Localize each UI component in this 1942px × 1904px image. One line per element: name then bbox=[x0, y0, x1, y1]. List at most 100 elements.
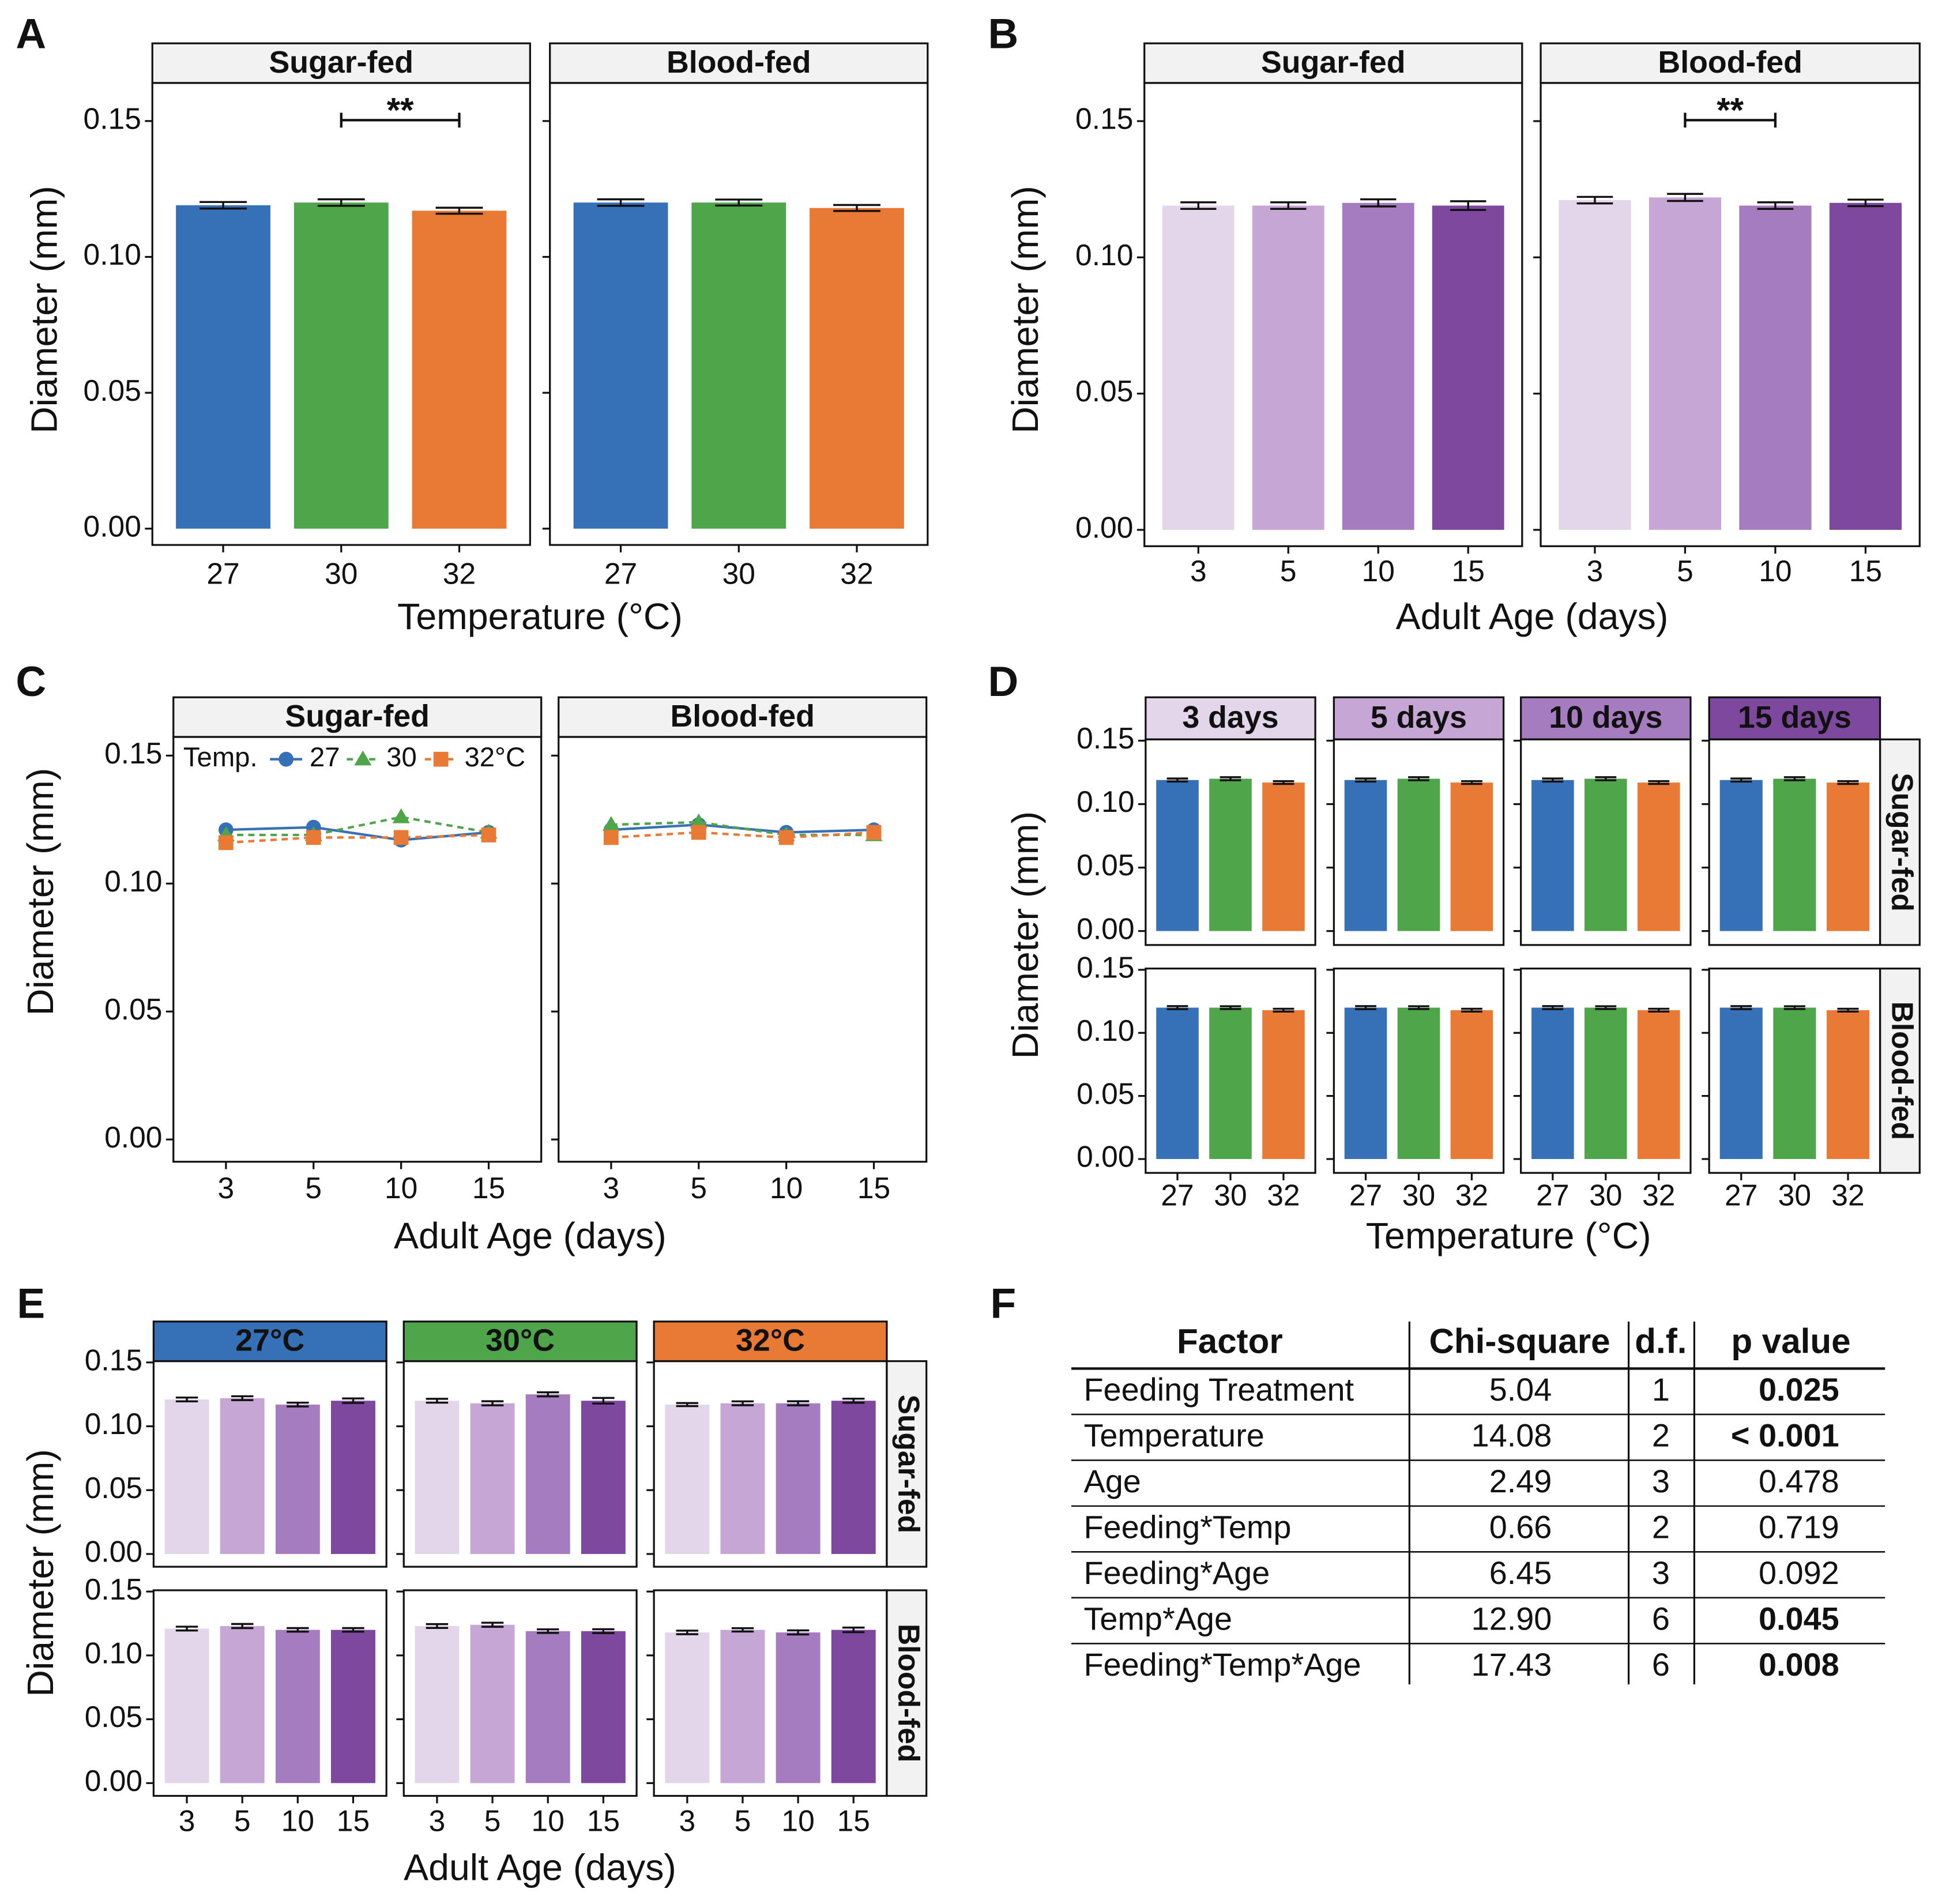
x-tick-label: 3 bbox=[218, 1171, 235, 1205]
table-header: p value bbox=[1731, 1322, 1850, 1360]
error-bar bbox=[833, 204, 880, 212]
panel-border bbox=[549, 82, 929, 546]
error-bar bbox=[1408, 1005, 1429, 1010]
bar bbox=[525, 1394, 570, 1554]
panel-border bbox=[1540, 82, 1921, 547]
y-tick-label: 0.15 bbox=[85, 1343, 142, 1376]
facet-label: Sugar-fed bbox=[269, 45, 414, 80]
error-bar bbox=[481, 1400, 504, 1406]
table-cell: 12.90 bbox=[1471, 1600, 1552, 1636]
x-tick-label: 5 bbox=[305, 1171, 322, 1205]
marker bbox=[866, 825, 882, 840]
facet-strip bbox=[1143, 42, 1523, 84]
error-bar bbox=[1355, 777, 1376, 783]
panel-border bbox=[1333, 968, 1505, 1174]
y-tick-label: 0.05 bbox=[85, 1700, 142, 1733]
error-bar bbox=[592, 1397, 615, 1405]
x-tick-label: 5 bbox=[1677, 554, 1693, 588]
table-cell: 5.04 bbox=[1489, 1371, 1552, 1408]
x-tick-label: 32 bbox=[1455, 1179, 1488, 1212]
error-bar bbox=[1360, 198, 1397, 208]
marker bbox=[306, 830, 321, 845]
bar bbox=[1209, 778, 1252, 931]
error-bar bbox=[731, 1400, 754, 1406]
panel-border bbox=[1145, 968, 1316, 1174]
y-tick-label: 0.00 bbox=[1077, 912, 1134, 945]
error-bar bbox=[715, 198, 763, 207]
facet-label: 5 days bbox=[1371, 700, 1467, 735]
marker bbox=[603, 830, 619, 845]
x-tick-label: 3 bbox=[429, 1804, 446, 1837]
bar bbox=[470, 1403, 515, 1554]
table-cell: < 0.001 bbox=[1731, 1417, 1839, 1453]
error-bar bbox=[231, 1395, 254, 1401]
row-strip bbox=[1879, 738, 1921, 946]
table-cell: 0.092 bbox=[1759, 1555, 1839, 1591]
facet-strip bbox=[1520, 696, 1692, 740]
x-tick-label: 15 bbox=[857, 1171, 890, 1205]
panel-border bbox=[1708, 738, 1881, 946]
error-bar bbox=[317, 198, 365, 207]
x-tick-label: 30 bbox=[325, 556, 357, 590]
x-tick-label: 5 bbox=[484, 1804, 501, 1837]
error-bar bbox=[287, 1627, 309, 1633]
table-cell: Temperature bbox=[1083, 1417, 1264, 1453]
x-tick-label: 15 bbox=[587, 1804, 620, 1837]
error-bar bbox=[1783, 1005, 1805, 1010]
bar bbox=[1252, 205, 1324, 530]
error-bar bbox=[1461, 780, 1482, 785]
bar bbox=[275, 1404, 320, 1554]
x-axis-title: Temperature (°C) bbox=[1366, 1215, 1651, 1256]
y-tick-label: 0.10 bbox=[104, 864, 162, 898]
table-cell: 17.43 bbox=[1471, 1646, 1552, 1683]
table-cell: 6.45 bbox=[1489, 1555, 1552, 1591]
bar bbox=[1162, 205, 1235, 530]
error-bar bbox=[435, 206, 483, 215]
bar bbox=[164, 1628, 209, 1783]
x-tick-label: 5 bbox=[735, 1804, 751, 1837]
bar bbox=[1829, 202, 1902, 530]
table-cell: Temp*Age bbox=[1083, 1600, 1232, 1636]
bar bbox=[831, 1630, 876, 1783]
marker bbox=[393, 830, 409, 845]
marker bbox=[392, 808, 410, 823]
bar bbox=[665, 1632, 710, 1783]
bar bbox=[331, 1401, 375, 1554]
y-tick-label: 0.00 bbox=[1077, 1140, 1134, 1173]
error-bar bbox=[1273, 1007, 1294, 1013]
error-bar bbox=[1648, 1007, 1670, 1013]
x-tick-label: 15 bbox=[472, 1171, 505, 1205]
marker bbox=[278, 751, 294, 767]
bar bbox=[1531, 1007, 1574, 1160]
error-bar bbox=[175, 1396, 198, 1403]
bar bbox=[470, 1624, 515, 1783]
y-tick-label: 0.00 bbox=[85, 1764, 142, 1797]
series-line bbox=[225, 826, 489, 842]
table-cell: 3 bbox=[1652, 1463, 1670, 1499]
facet-label: 3 days bbox=[1182, 700, 1278, 735]
y-axis-title: Diameter (mm) bbox=[1004, 186, 1046, 433]
error-bar bbox=[592, 1628, 615, 1634]
panel-border bbox=[172, 736, 543, 1163]
y-tick-label: 0.00 bbox=[84, 509, 141, 543]
panel-border bbox=[152, 1589, 387, 1797]
x-tick-label: 3 bbox=[679, 1804, 695, 1837]
table-cell: 0.478 bbox=[1759, 1463, 1839, 1499]
y-tick-label: 0.10 bbox=[1077, 785, 1134, 818]
facet-label: 30°C bbox=[486, 1323, 555, 1358]
x-tick-label: 5 bbox=[690, 1171, 707, 1205]
y-tick-label: 0.15 bbox=[104, 736, 162, 770]
x-tick-label: 10 bbox=[532, 1804, 564, 1837]
marker bbox=[354, 750, 372, 766]
bar bbox=[581, 1401, 626, 1554]
x-tick-label: 27 bbox=[206, 556, 239, 590]
error-bar bbox=[842, 1397, 865, 1404]
error-bar bbox=[537, 1391, 559, 1398]
x-tick-label: 15 bbox=[337, 1804, 370, 1837]
panel-border bbox=[1520, 968, 1692, 1174]
bar bbox=[1262, 782, 1305, 931]
table-cell: Feeding*Age bbox=[1083, 1555, 1270, 1591]
marker bbox=[690, 813, 707, 829]
x-tick-label: 5 bbox=[234, 1804, 251, 1837]
